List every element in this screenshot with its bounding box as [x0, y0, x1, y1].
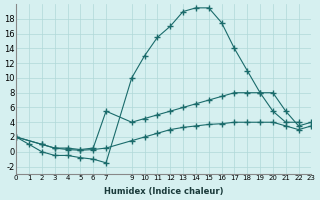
X-axis label: Humidex (Indice chaleur): Humidex (Indice chaleur) — [104, 187, 224, 196]
